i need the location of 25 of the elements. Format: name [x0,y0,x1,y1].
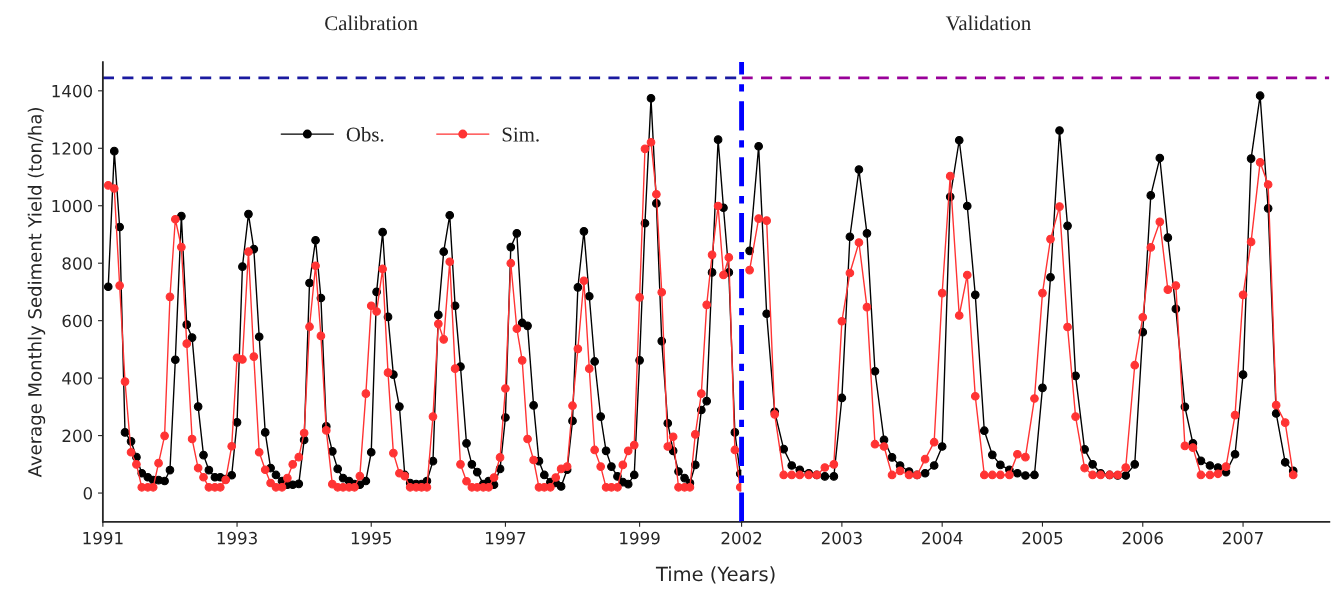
x-tick-label: 1999 [620,531,660,545]
y-tick-label: 800 [62,257,93,270]
y-tick-label: 1400 [52,84,93,98]
legend-label: Obs. [346,126,384,142]
x-tick-label: 2006 [1122,531,1163,545]
y-axis-title: Average Monthly Sediment Yield (ton/ha) [27,108,46,478]
x-tick-label: 2002 [721,531,762,545]
x-tick-label: 2007 [1223,531,1263,545]
legend-label: Sim. [502,127,539,142]
y-tick-label: 1000 [52,199,93,213]
x-tick-label: 1991 [83,531,123,545]
x-axis-title: Time (Years) [655,566,775,584]
x-tick-label: 1993 [217,531,257,545]
x-tick-label: 2003 [821,531,862,545]
x-tick-label: 1997 [486,531,526,545]
y-tick-label: 0 [83,487,93,500]
y-tick-label: 200 [62,429,93,443]
x-tick-label: 1995 [351,531,391,545]
y-tick-label: 1200 [52,142,93,155]
y-tick-label: 400 [62,372,93,385]
y-tick-label: 600 [62,314,93,328]
x-tick-label: 2004 [922,531,963,545]
text: Calibration [325,15,418,31]
text: Validation [945,15,1031,31]
x-tick-label: 2005 [1022,531,1063,545]
